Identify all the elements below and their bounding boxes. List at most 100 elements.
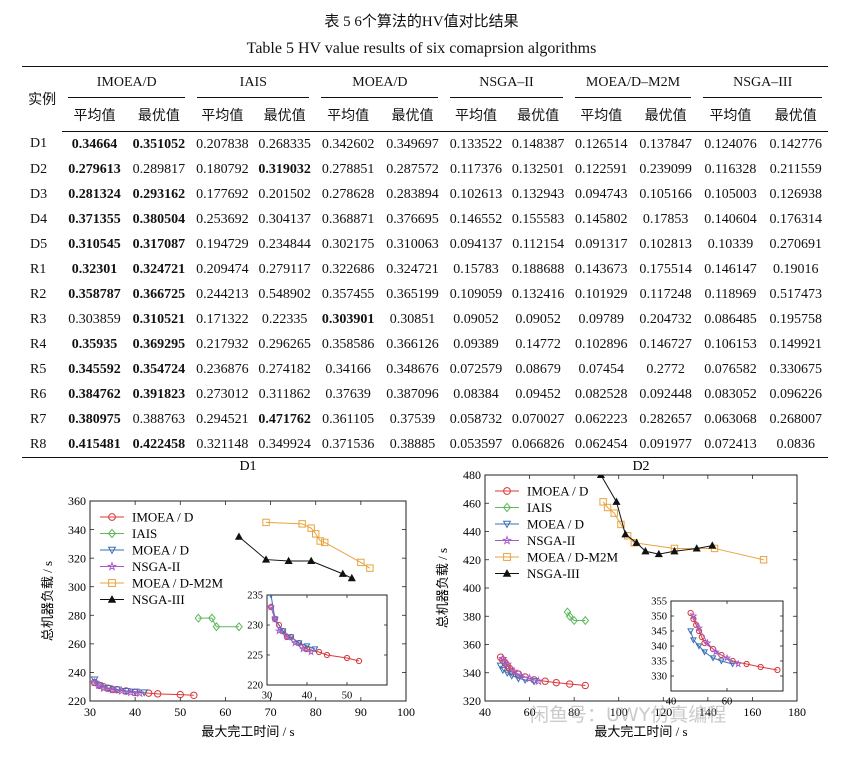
- table-cell: 0.415481: [62, 432, 127, 458]
- table-cell: 0.146552: [449, 211, 503, 227]
- table-cell: 0.137847: [639, 136, 692, 152]
- data-point: [581, 681, 589, 690]
- inset-series-line: [692, 615, 739, 665]
- y-tick-label: 240: [68, 666, 86, 680]
- inset-data-point: [303, 643, 311, 650]
- table-cell: 0.118969: [704, 286, 757, 302]
- instance-id: D4: [30, 211, 48, 227]
- data-point: [262, 555, 271, 563]
- table-cell: 0.142776: [769, 136, 823, 152]
- table-cell: 0.109059: [449, 286, 503, 302]
- data-point: [502, 659, 513, 669]
- table-cell: 0.209474: [196, 261, 249, 277]
- table-row: R6 0.384762 0.391823 0.273012 0.311862 0.3763…: [22, 382, 828, 407]
- legend-marker: [502, 520, 512, 529]
- instance-id: R8: [22, 432, 63, 458]
- table-cell: 0.092448: [639, 386, 692, 402]
- table-row: D3 0.281324 0.293162 0.177692 0.201502 0.2786…: [22, 182, 828, 207]
- table-cell: 0.201502: [258, 186, 311, 202]
- legend-label: NSGA-III: [132, 592, 185, 607]
- best-value: 0.310521: [132, 311, 186, 327]
- y-tick-label: 360: [463, 638, 481, 652]
- x-axis-label: 最大完工时间 / s: [594, 724, 687, 739]
- inset-y-tick-label: 225: [247, 651, 263, 662]
- series-line: [500, 665, 535, 682]
- table-cell: 0.287572: [386, 161, 439, 177]
- table-cell: 0.303901: [315, 307, 380, 332]
- plot-area: [90, 518, 374, 699]
- data-point: [134, 688, 145, 698]
- table-row: D2 0.279613 0.289817 0.180792 0.319032 0.2788…: [22, 157, 828, 182]
- table-cell: 0.180792: [196, 161, 249, 177]
- table-cell: 0.132416: [511, 286, 565, 302]
- instance-id: R6: [30, 386, 47, 402]
- inset-series-star: [689, 611, 743, 668]
- mean-header: 平均值: [444, 99, 508, 132]
- mean-header: 平均值: [191, 99, 254, 132]
- data-point: [552, 678, 561, 687]
- data-point: [692, 544, 701, 552]
- data-point: [321, 538, 329, 547]
- table-cell: 0.07454: [578, 361, 624, 377]
- table-cell: 0.366126: [386, 336, 439, 352]
- table-cell: 0.324721: [386, 261, 439, 277]
- table-cell: 0.253692: [196, 211, 249, 227]
- table-cell: 0.274182: [258, 361, 311, 377]
- instance-id: R3: [30, 311, 47, 327]
- table-cell: 0.361105: [322, 411, 375, 427]
- inset-data-point: [689, 611, 698, 620]
- table-cell: 0.310521: [127, 307, 191, 332]
- best-value: 0.369295: [132, 336, 186, 352]
- legend-marker: [503, 487, 511, 495]
- table-cell: 0.102813: [639, 236, 692, 252]
- data-point: [208, 613, 216, 623]
- table-cell: 0.2772: [646, 361, 685, 377]
- table-cell: 0.195758: [769, 311, 823, 327]
- table-cell: 0.236876: [196, 361, 249, 377]
- table-cell: 0.101929: [574, 286, 628, 302]
- table-cell: 0.32301: [62, 257, 126, 282]
- data-point: [235, 622, 243, 632]
- table-cell: 0.349697: [386, 136, 439, 152]
- table-cell: 0.091977: [633, 432, 698, 458]
- best-value: 0.422458: [132, 436, 186, 452]
- table-cell: 0.072413: [697, 432, 764, 458]
- table-cell: 0.116328: [704, 161, 757, 177]
- table-cell: 0.357455: [321, 286, 375, 302]
- series-line: [94, 682, 140, 694]
- data-point: [347, 573, 356, 582]
- table-cell: 0.471762: [254, 407, 316, 432]
- inset-data-point: [687, 628, 695, 635]
- data-point: [617, 520, 625, 529]
- table-cell: 0.083052: [704, 386, 757, 402]
- table-cell: 0.322686: [321, 261, 375, 277]
- table-row: R3 0.303859 0.310521 0.171322 0.22335 0.30390…: [22, 307, 828, 332]
- data-point: [565, 680, 574, 688]
- x-tick-label: 60: [219, 705, 231, 719]
- table-cell: 0.380504: [127, 207, 191, 232]
- x-axis-label: 最大完工时间 / s: [201, 724, 294, 739]
- table-cell: 0.548902: [258, 286, 311, 302]
- instance-id: R7: [30, 411, 47, 427]
- data-point: [212, 622, 221, 632]
- inset-y-tick-label: 220: [247, 681, 263, 692]
- table-cell: 0.105003: [704, 186, 757, 202]
- table-cell: 0.278851: [321, 161, 375, 177]
- inset-data-point: [709, 655, 717, 662]
- x-tick-label: 160: [743, 705, 761, 719]
- best-value: 0.384762: [68, 386, 121, 402]
- legend-label: NSGA-II: [132, 559, 180, 574]
- best-value: 0.471762: [258, 411, 311, 427]
- y-tick-label: 380: [463, 609, 481, 623]
- inset-data-point: [729, 661, 737, 668]
- mean-header: 平均值: [568, 99, 634, 132]
- inset-data-point: [355, 657, 363, 665]
- inset-plot: 30 40 50 220 225 230 235: [247, 591, 388, 702]
- table-cell: 0.234844: [258, 236, 311, 252]
- table-cell: 0.140604: [704, 211, 757, 227]
- y-tick-label: 320: [68, 551, 86, 565]
- best-value: 0.391823: [132, 386, 186, 402]
- table-cell: 0.376695: [386, 211, 439, 227]
- x-tick-label: 100: [610, 705, 628, 719]
- data-point: [632, 538, 641, 546]
